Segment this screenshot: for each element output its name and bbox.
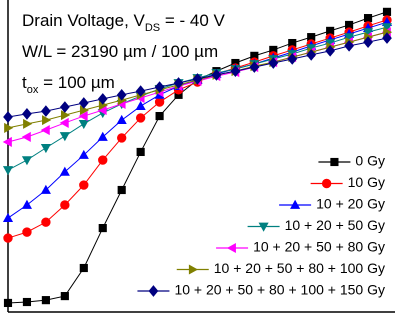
legend-label: 10 + 20 + 50 + 80 + 100 + 150 Gy [174,282,385,298]
data-point [78,111,88,122]
legend-label: 10 Gy [348,174,385,190]
annotation-subscript: DS [145,22,160,34]
data-point [60,292,69,301]
data-point [136,147,145,157]
annotation-subscript: ox [27,84,39,96]
data-point [78,149,89,159]
legend-label: 10 + 20 + 50 Gy [285,217,385,233]
data-point [135,100,146,110]
data-point [363,28,374,38]
data-point [306,49,317,61]
legend-marker [321,178,332,189]
legend-label: 10 + 20 + 50 + 80 Gy [253,239,385,255]
data-point [382,32,392,44]
data-point [40,125,50,136]
data-point [59,101,70,113]
data-point [3,233,13,243]
data-point [325,45,336,57]
data-point [211,69,222,81]
data-point [40,144,51,154]
legend-marker [188,264,198,275]
data-point [192,73,203,85]
data-point [98,224,107,233]
data-point [3,111,13,123]
data-point [344,33,355,43]
data-point [59,132,70,142]
data-point [41,296,50,305]
data-point [363,14,373,23]
data-point [79,263,88,273]
data-point [23,118,33,129]
data-point [117,133,127,143]
legend-marker [330,157,339,167]
data-point [41,105,51,117]
data-point [382,7,392,16]
data-point [59,166,70,176]
data-point [22,108,32,120]
annotation: W/L = 23190 µm / 100 µm [22,42,218,61]
data-point [155,111,164,121]
annotation-text: Drain Voltage, V [22,11,146,30]
data-point [2,136,12,148]
data-point [287,53,298,65]
data-point [78,97,89,109]
data-point [116,89,127,101]
legend-marker [258,222,269,232]
annotation-text: = - 40 V [160,11,225,30]
data-point [116,114,127,124]
legend-label: 0 Gy [355,153,385,169]
data-point [60,200,70,210]
data-point [135,113,146,123]
data-point [3,298,13,308]
data-point [42,115,52,126]
data-point [59,117,69,128]
data-point [79,180,89,190]
data-point [135,85,146,97]
legend-label: 10 + 20 + 50 + 80 + 100 Gy [214,260,385,276]
legend-marker [148,285,159,297]
data-point [230,65,241,77]
data-point [41,217,51,227]
data-point [2,166,14,176]
data-point [78,120,89,130]
data-point [22,227,32,237]
data-point [97,131,108,141]
data-point [98,155,108,165]
data-point [21,131,31,143]
data-point [97,93,108,105]
data-point [381,23,393,33]
annotation: Drain Voltage, VDS = - 40 V [22,11,226,33]
legend-label: 10 + 20 Gy [316,196,385,212]
annotation-text: t [22,73,27,92]
data-point [117,185,126,195]
data-point [60,110,71,121]
data-point [154,81,165,93]
data-point [268,57,279,69]
data-point [22,297,32,307]
data-point [249,61,260,73]
data-point [21,156,32,166]
data-point [40,184,51,194]
data-point [21,199,32,209]
legend-marker [226,242,236,254]
data-point [173,77,184,89]
legend-marker [290,199,301,209]
data-point [4,122,14,133]
data-point [344,40,354,52]
annotation: tox = 100 µm [22,73,115,95]
data-point [2,212,14,222]
data-point [154,97,165,107]
annotation-text: = 100 µm [38,73,114,92]
annotation-text: W/L = 23190 µm / 100 µm [22,42,218,61]
data-point [363,36,373,48]
